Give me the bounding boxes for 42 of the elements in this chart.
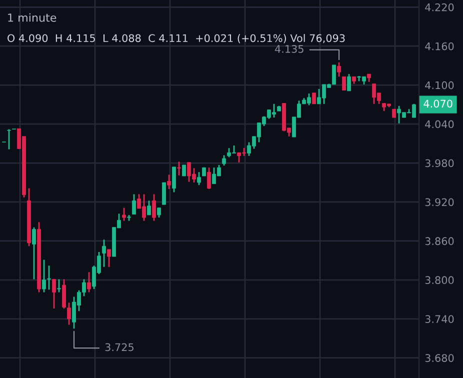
candlestick	[222, 154, 226, 166]
candlestick	[207, 166, 211, 190]
y-tick-label: 4.220	[425, 3, 454, 12]
candlestick	[157, 207, 161, 218]
candlestick	[152, 194, 156, 222]
candlestick	[47, 264, 51, 290]
y-tick-label: 4.040	[425, 120, 454, 128]
text: O 4.090 H 4.115 L 4.088 C 4.111 +0.021 (+0.51%) Vol 76,093	[8, 34, 345, 44]
text: 1 minute	[8, 13, 56, 22]
candlestick	[7, 128, 11, 150]
candlestick	[342, 76, 346, 91]
candlestick	[182, 164, 186, 176]
candlestick	[147, 200, 151, 216]
candlestick	[172, 166, 176, 193]
candlestick	[312, 92, 316, 105]
candlestick	[67, 302, 71, 326]
candlestick	[337, 62, 341, 78]
candlestick	[132, 194, 136, 216]
y-tick-label: 4.160	[425, 42, 454, 50]
candlestick	[57, 278, 61, 293]
candlestick	[102, 238, 106, 268]
y-tick-label: 3.680	[425, 354, 454, 362]
y-tick-label: 3.800	[425, 276, 454, 284]
candlestick	[177, 161, 181, 176]
candlestick	[62, 278, 66, 310]
y-tick-label: 3.920	[425, 198, 454, 206]
y-tick-label: 3.740	[425, 315, 454, 324]
y-tick-label: 3.980	[425, 159, 454, 168]
candlestick	[107, 248, 111, 268]
candlestick	[87, 271, 91, 293]
annotation: 4.135	[274, 44, 304, 53]
candlestick	[197, 171, 201, 186]
candlestick	[32, 226, 36, 280]
y-tick-label: 4.100	[425, 81, 454, 90]
annotation: 3.725	[105, 343, 134, 352]
y-tick-label: 3.860	[425, 237, 454, 246]
candlestick	[347, 73, 351, 92]
candlestick	[122, 207, 126, 222]
candlestick	[52, 278, 56, 310]
text: 4.070	[424, 100, 452, 108]
candlestick	[167, 174, 171, 190]
candlestick	[42, 259, 46, 293]
